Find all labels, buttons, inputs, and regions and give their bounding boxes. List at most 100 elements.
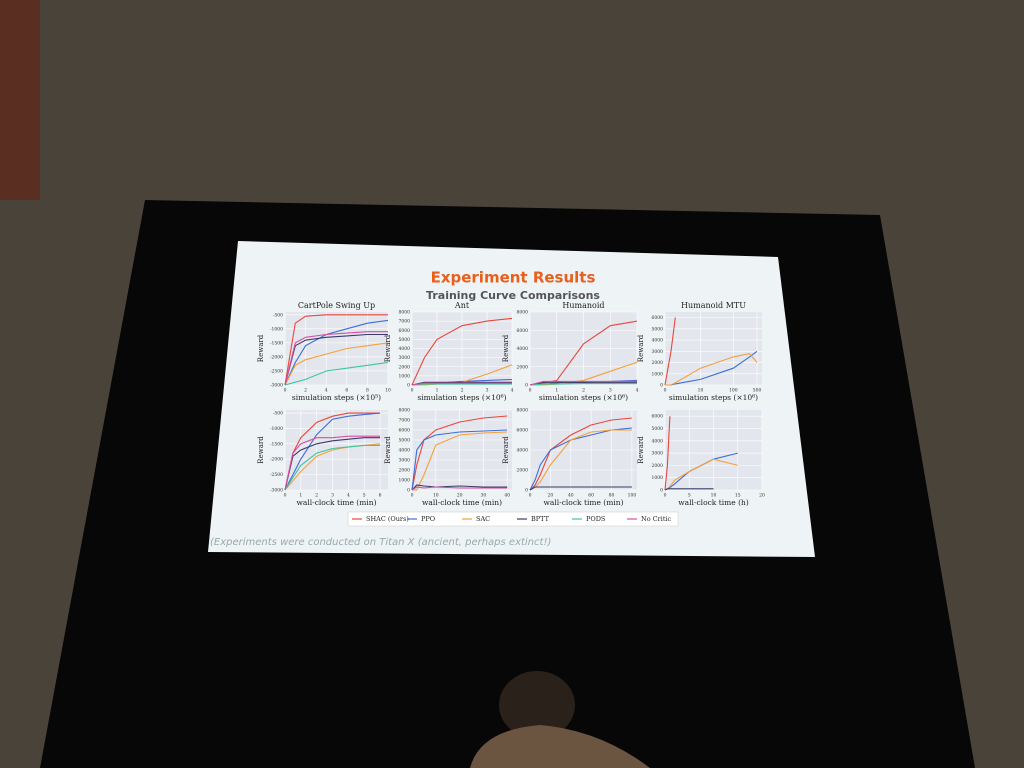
y-tick-label: 1000 — [399, 478, 411, 484]
y-tick-label: 2000 — [652, 463, 664, 469]
x-tick-label: 10 — [698, 388, 704, 394]
x-tick-label: 4 — [636, 388, 639, 394]
x-tick-label: 10 — [433, 493, 439, 499]
y-tick-label: 2000 — [517, 364, 529, 370]
slide-subtitle: Training Curve Comparisons — [426, 289, 600, 302]
y-tick-label: 6000 — [399, 428, 411, 434]
series-line — [284, 342, 389, 386]
y-tick-label: 8000 — [517, 408, 529, 414]
y-tick-label: -2000 — [270, 457, 283, 463]
audience-head — [499, 671, 575, 739]
series-line — [411, 381, 512, 386]
series-line — [529, 383, 637, 386]
series-line — [529, 429, 632, 491]
x-tick-label: 6 — [379, 493, 382, 499]
x-tick-label: 10 — [711, 493, 717, 499]
x-axis-label: simulation steps (×10⁶) — [417, 393, 506, 402]
chart-title: Humanoid — [562, 301, 604, 310]
x-tick-label: 5 — [363, 493, 366, 499]
x-tick-label: 4 — [347, 493, 350, 499]
x-axis-label: wall-clock time (min) — [543, 498, 623, 507]
x-tick-label: 0 — [664, 493, 667, 499]
y-tick-label: 5000 — [399, 438, 411, 444]
x-tick-label: 2 — [461, 388, 464, 394]
legend-label: PODS — [586, 515, 605, 523]
y-tick-label: 4000 — [517, 346, 529, 352]
y-axis-label: Reward — [637, 436, 645, 464]
x-axis-label: simulation steps (×10⁵) — [292, 393, 381, 402]
x-tick-label: 8 — [366, 388, 369, 394]
x-tick-label: 0 — [284, 388, 287, 394]
series-line — [529, 380, 637, 386]
y-tick-label: 6000 — [652, 315, 664, 321]
y-tick-label: 0 — [407, 383, 410, 389]
series-line — [529, 320, 638, 386]
y-tick-label: 2000 — [399, 468, 411, 474]
y-tick-label: -2000 — [270, 354, 283, 360]
y-tick-label: 4000 — [517, 448, 529, 454]
x-tick-label: 0 — [411, 493, 414, 499]
x-tick-label: 3 — [486, 388, 489, 394]
x-tick-label: 2 — [304, 388, 307, 394]
x-tick-label: 4 — [511, 388, 514, 394]
y-tick-label: 5000 — [652, 326, 664, 332]
series-line — [529, 486, 632, 491]
y-tick-label: 0 — [660, 383, 663, 389]
chart-title: Humanoid MTU — [681, 301, 746, 310]
y-tick-label: 2000 — [399, 364, 411, 370]
series-line — [411, 317, 513, 386]
series-line — [284, 437, 381, 491]
y-axis-label: Reward — [502, 436, 510, 464]
legend-label: BPTT — [531, 515, 550, 523]
series-line — [411, 429, 508, 491]
y-tick-label: 5000 — [399, 337, 411, 343]
x-tick-label: 0 — [664, 388, 667, 394]
x-axis-label: simulation steps (×10⁶) — [539, 393, 628, 402]
y-tick-label: 4000 — [399, 448, 411, 454]
y-tick-label: 6000 — [517, 428, 529, 434]
x-tick-label: 10 — [385, 388, 391, 394]
x-axis-label: wall-clock time (h) — [678, 498, 749, 507]
x-tick-label: 40 — [568, 493, 574, 499]
series-line — [284, 435, 381, 491]
x-tick-label: 0 — [529, 493, 532, 499]
y-tick-label: 3000 — [399, 458, 411, 464]
legend-label: SAC — [476, 515, 490, 523]
series-line — [411, 486, 508, 491]
y-tick-label: -1500 — [270, 340, 283, 346]
y-tick-label: 1000 — [652, 371, 664, 377]
y-tick-label: -1000 — [270, 326, 283, 332]
x-tick-label: 100 — [628, 493, 637, 499]
y-axis-label: Reward — [384, 334, 392, 362]
series-line — [529, 381, 637, 386]
y-tick-label: -2500 — [270, 368, 283, 374]
y-tick-label: 4000 — [652, 338, 664, 344]
y-tick-label: 2000 — [652, 360, 664, 366]
y-tick-label: 6000 — [517, 328, 529, 334]
y-tick-label: 8000 — [399, 408, 411, 414]
plot-area — [285, 312, 388, 385]
y-tick-label: 2000 — [517, 468, 529, 474]
x-tick-label: 6 — [345, 388, 348, 394]
y-tick-label: 8000 — [517, 310, 529, 316]
y-tick-label: -1500 — [270, 441, 283, 447]
x-tick-label: 2 — [582, 388, 585, 394]
slide-title: Experiment Results — [431, 269, 596, 287]
chart-title: Ant — [454, 301, 470, 310]
x-tick-label: 3 — [609, 388, 612, 394]
audience-shoulders — [470, 725, 650, 768]
y-tick-label: -500 — [273, 312, 283, 318]
series-line — [284, 444, 381, 491]
legend-label: No Critic — [641, 515, 672, 523]
x-tick-label: 2 — [315, 493, 318, 499]
y-tick-label: 5000 — [652, 426, 664, 432]
legend-box — [347, 511, 679, 527]
y-tick-label: 3000 — [652, 349, 664, 355]
x-tick-label: 500 — [753, 388, 762, 394]
x-axis-label: wall-clock time (min) — [296, 498, 376, 507]
y-tick-label: -3000 — [270, 488, 283, 494]
y-tick-label: 4000 — [399, 346, 411, 352]
y-tick-label: 1000 — [399, 373, 411, 379]
x-tick-label: 0 — [284, 493, 287, 499]
